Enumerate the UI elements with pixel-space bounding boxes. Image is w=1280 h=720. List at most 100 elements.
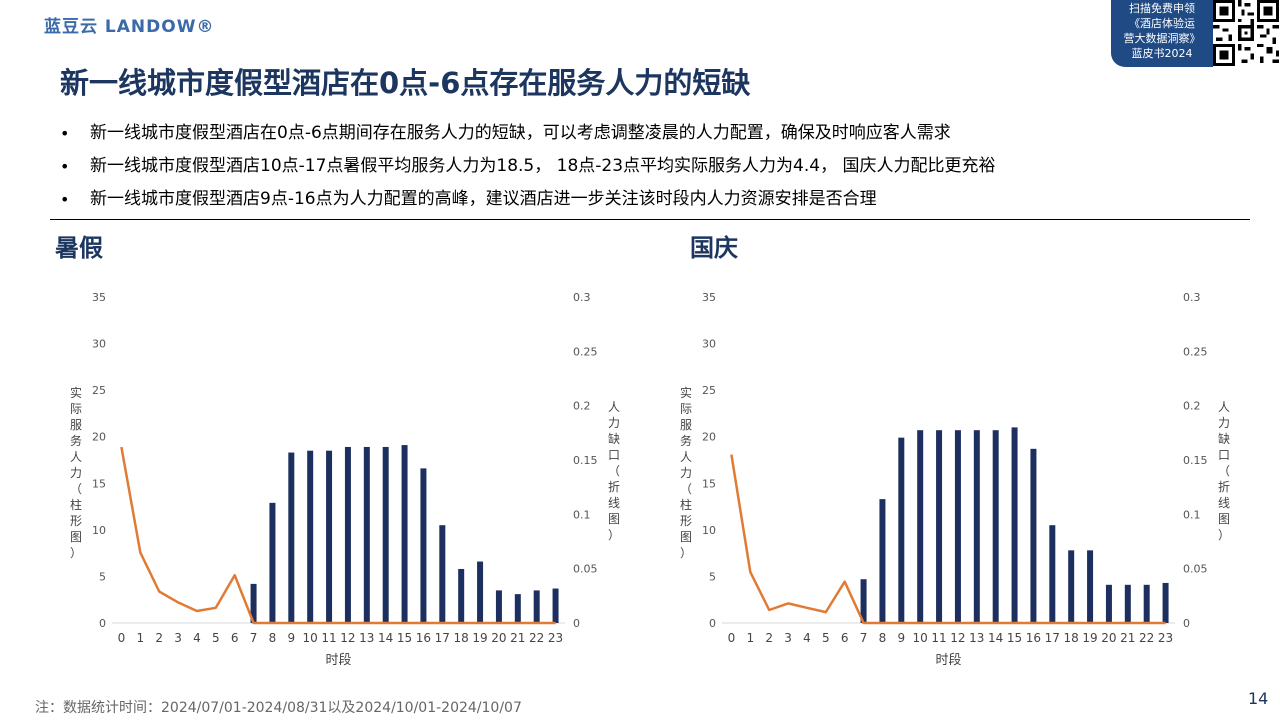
x-tick-label: 10 — [913, 631, 928, 645]
x-tick-label: 3 — [174, 631, 182, 645]
y-left-tick-label: 0 — [99, 617, 106, 630]
svg-text:服: 服 — [680, 418, 692, 432]
x-tick-label: 4 — [803, 631, 811, 645]
bar — [992, 430, 999, 623]
y-left-tick-label: 15 — [702, 477, 716, 490]
y-right-tick-label: 0 — [573, 617, 580, 630]
bar — [1087, 550, 1094, 623]
svg-text:人: 人 — [680, 450, 692, 464]
bar — [860, 579, 867, 623]
y-left-axis-title: 实际服务人力 （柱形图 ） — [680, 385, 692, 560]
x-tick-label: 17 — [1045, 631, 1060, 645]
footnote: 注：数据统计时间：2024/07/01-2024/08/31以及2024/10/… — [35, 700, 522, 716]
y-right-tick-label: 0.25 — [573, 345, 598, 358]
x-tick-label: 5 — [822, 631, 830, 645]
x-tick-label: 12 — [340, 631, 355, 645]
qr-code-icon[interactable] — [1213, 0, 1279, 66]
x-tick-label: 9 — [287, 631, 295, 645]
svg-text:折: 折 — [608, 479, 620, 494]
page-number: 14 — [1248, 689, 1269, 708]
svg-text:）: ） — [680, 546, 692, 560]
x-tick-label: 6 — [231, 631, 239, 645]
bullet-item: 新一线城市度假型酒店9点-16点为人力配置的高峰，建议酒店进一步关注该时段内人力… — [60, 183, 996, 216]
y-right-tick-label: 0.15 — [573, 454, 598, 467]
bar — [879, 499, 886, 623]
bar — [1162, 582, 1169, 623]
y-right-tick-label: 0.05 — [573, 563, 598, 576]
y-right-tick-label: 0.2 — [1183, 400, 1201, 413]
svg-text:柱: 柱 — [70, 497, 82, 512]
svg-text:形: 形 — [70, 514, 82, 528]
svg-text:际: 际 — [70, 402, 82, 416]
svg-text:（: （ — [70, 482, 82, 496]
bar — [420, 468, 427, 623]
bar — [477, 561, 484, 623]
y-left-tick-label: 10 — [702, 524, 716, 537]
x-axis-label: 时段 — [935, 653, 961, 668]
svg-text:实: 实 — [70, 385, 82, 400]
x-tick-label: 7 — [250, 631, 258, 645]
bullet-item: 新一线城市度假型酒店10点-17点暑假平均服务人力为18.5， 18点-23点平… — [60, 150, 996, 183]
bar — [533, 590, 540, 623]
bar — [250, 583, 257, 623]
y-left-tick-label: 30 — [702, 338, 716, 351]
x-tick-label: 9 — [897, 631, 905, 645]
x-tick-label: 15 — [1007, 631, 1022, 645]
bar — [898, 437, 905, 623]
svg-text:务: 务 — [70, 433, 82, 448]
bar — [917, 430, 924, 623]
svg-text:图: 图 — [70, 530, 82, 544]
bar — [1105, 584, 1112, 623]
key-findings-list: 新一线城市度假型酒店在0点-6点期间存在服务人力的短缺，可以考虑调整凌晨的人力配… — [60, 117, 996, 216]
y-left-tick-label: 0 — [709, 617, 716, 630]
x-tick-label: 13 — [969, 631, 984, 645]
x-tick-label: 21 — [510, 631, 525, 645]
y-left-tick-label: 20 — [702, 431, 716, 444]
svg-text:口: 口 — [1218, 448, 1230, 462]
x-tick-label: 20 — [1101, 631, 1116, 645]
y-right-tick-label: 0.1 — [1183, 508, 1201, 521]
bar — [326, 450, 333, 623]
svg-text:缺: 缺 — [1218, 431, 1230, 446]
bar — [973, 430, 980, 623]
x-tick-label: 22 — [529, 631, 544, 645]
svg-text:折: 折 — [1218, 479, 1230, 494]
svg-text:力: 力 — [70, 466, 82, 480]
x-tick-label: 17 — [435, 631, 450, 645]
x-tick-label: 16 — [1026, 631, 1041, 645]
svg-text:（: （ — [680, 482, 692, 496]
svg-text:人: 人 — [608, 400, 620, 414]
x-tick-label: 1 — [746, 631, 754, 645]
x-axis-label: 时段 — [325, 653, 351, 668]
bar — [1124, 584, 1131, 623]
y-right-tick-label: 0 — [1183, 617, 1190, 630]
svg-text:人: 人 — [1218, 400, 1230, 414]
x-tick-label: 2 — [155, 631, 163, 645]
y-left-tick-label: 35 — [702, 291, 716, 304]
svg-text:（: （ — [608, 464, 620, 478]
x-tick-label: 11 — [931, 631, 946, 645]
bullet-item: 新一线城市度假型酒店在0点-6点期间存在服务人力的短缺，可以考虑调整凌晨的人力配… — [60, 117, 996, 150]
svg-text:图: 图 — [680, 530, 692, 544]
svg-text:形: 形 — [680, 514, 692, 528]
promo-line: 营大数据洞察》 — [1123, 32, 1201, 45]
bar — [954, 430, 961, 623]
bar — [288, 452, 295, 623]
y-right-tick-label: 0.05 — [1183, 563, 1208, 576]
page-title: 新一线城市度假型酒店在0点-6点存在服务人力的短缺 — [60, 66, 751, 100]
x-tick-label: 7 — [860, 631, 868, 645]
y-right-tick-label: 0.1 — [573, 508, 591, 521]
svg-text:图: 图 — [1218, 512, 1230, 526]
y-left-tick-label: 15 — [92, 477, 106, 490]
x-tick-label: 13 — [359, 631, 374, 645]
x-tick-label: 22 — [1139, 631, 1154, 645]
gap-line — [120, 446, 556, 625]
brand-logo: 蓝豆云 LANDOW® — [44, 17, 215, 37]
promo-banner[interactable]: 扫描免费申领 《酒店体验运 营大数据洞察》 蓝皮书2024 — [1111, 0, 1213, 67]
x-tick-label: 11 — [321, 631, 336, 645]
x-tick-label: 14 — [378, 631, 393, 645]
x-tick-label: 19 — [1082, 631, 1097, 645]
svg-text:线: 线 — [1218, 496, 1230, 510]
